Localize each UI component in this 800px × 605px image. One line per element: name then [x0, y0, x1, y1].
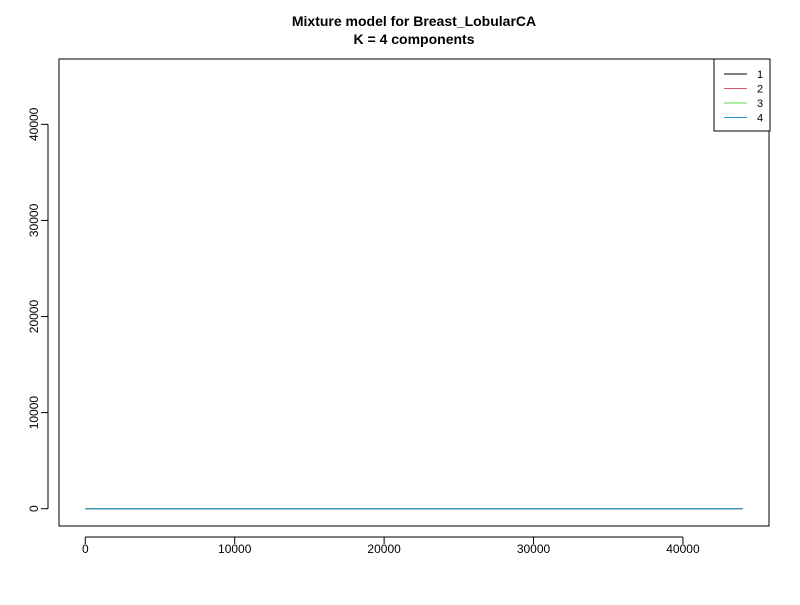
plot-frame — [58, 58, 770, 527]
legend-label-2: 2 — [757, 84, 763, 96]
y-tick-label: 0 — [27, 505, 41, 512]
y-tick-label: 20000 — [27, 300, 41, 334]
x-tick-label: 40000 — [666, 542, 700, 556]
chart-subtitle: K = 4 components — [354, 31, 475, 47]
legend-label-3: 3 — [757, 98, 763, 110]
legend-box — [713, 58, 771, 132]
chart-title: Mixture model for Breast_LobularCA — [292, 13, 536, 29]
legend-label-1: 1 — [757, 69, 763, 81]
y-tick-label: 30000 — [27, 203, 41, 237]
y-tick-label: 40000 — [27, 107, 41, 141]
legend: 1 2 3 4 — [713, 58, 771, 132]
y-tick-label: 10000 — [27, 396, 41, 430]
x-tick-label: 30000 — [517, 542, 551, 556]
x-tick-label: 20000 — [367, 542, 401, 556]
axes-layer: 0 10000 20000 30000 40000 0 10000 20000 30000 400… — [27, 107, 700, 556]
x-tick-label: 10000 — [218, 542, 252, 556]
legend-label-4: 4 — [757, 113, 763, 125]
x-tick-label: 0 — [82, 542, 89, 556]
